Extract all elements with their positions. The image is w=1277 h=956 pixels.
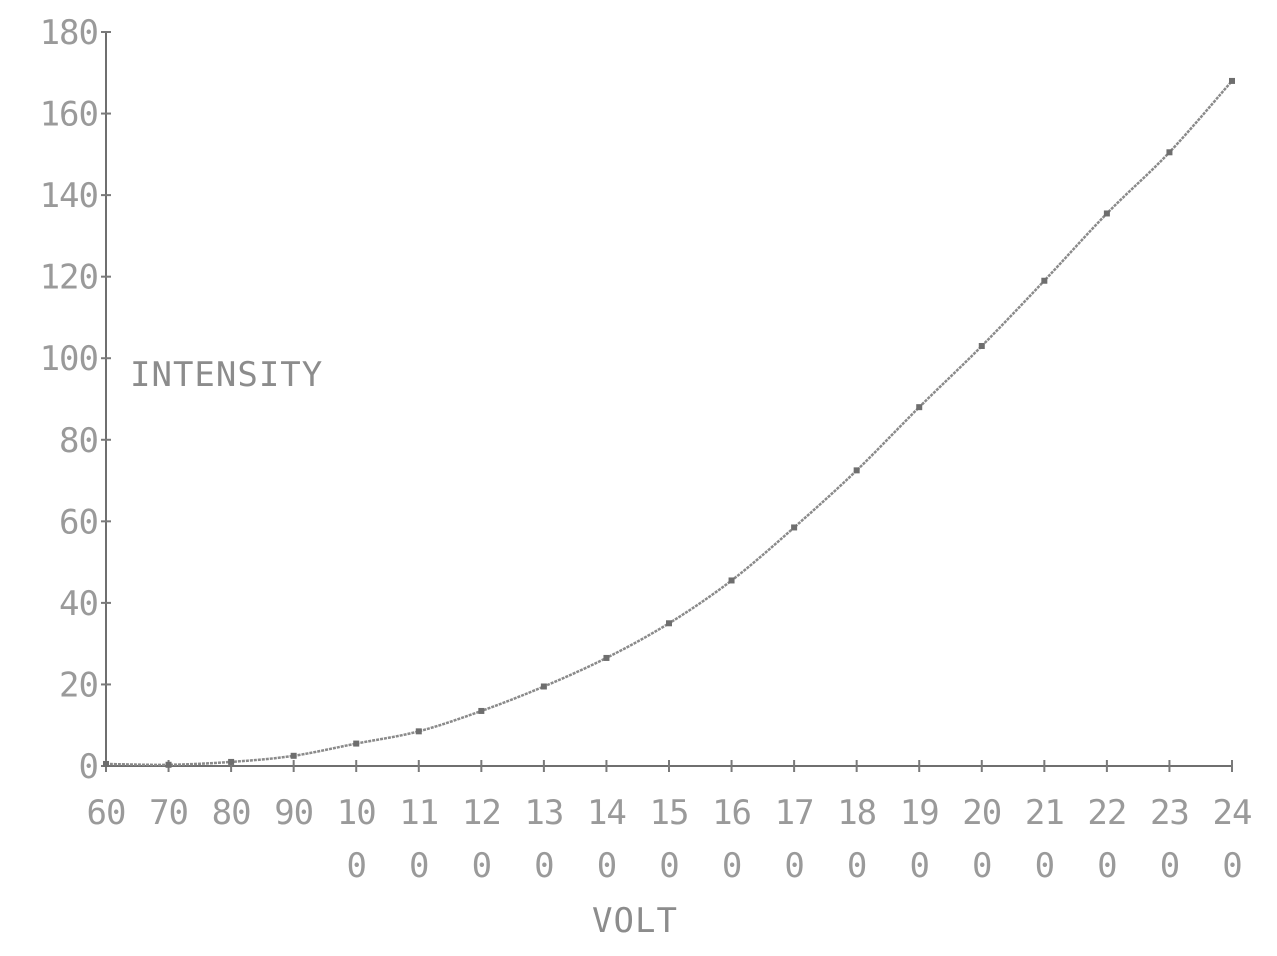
x-tick-label-second-line: 0 bbox=[659, 846, 678, 886]
y-tick-label: 20 bbox=[59, 665, 98, 705]
data-point bbox=[791, 524, 798, 531]
y-tick-label: 140 bbox=[40, 176, 98, 216]
data-point bbox=[165, 761, 172, 768]
x-tick-label: 21 bbox=[1025, 793, 1064, 833]
x-tick-label: 80 bbox=[212, 793, 251, 833]
y-tick-label: 80 bbox=[59, 421, 98, 461]
x-tick-label-second-line: 0 bbox=[1035, 846, 1054, 886]
x-tick-label: 19 bbox=[900, 793, 939, 833]
x-tick-label: 24 bbox=[1213, 793, 1252, 833]
data-point bbox=[603, 654, 610, 661]
x-tick-label: 23 bbox=[1150, 793, 1189, 833]
data-point bbox=[1166, 149, 1173, 156]
x-tick-label: 10 bbox=[337, 793, 376, 833]
data-point bbox=[853, 467, 860, 474]
x-tick-label: 90 bbox=[274, 793, 313, 833]
y-tick-label: 120 bbox=[40, 258, 98, 298]
x-tick-label: 18 bbox=[837, 793, 876, 833]
data-point bbox=[353, 740, 360, 747]
x-tick-label-second-line: 0 bbox=[1222, 846, 1241, 886]
y-axis: 0 20 40 60 80 100 120 140 160 180 bbox=[40, 13, 111, 787]
data-point bbox=[103, 760, 109, 767]
x-tick-label: 22 bbox=[1087, 793, 1126, 833]
data-series bbox=[103, 77, 1235, 768]
x-tick-label: 20 bbox=[962, 793, 1001, 833]
x-tick-label: 17 bbox=[775, 793, 814, 833]
x-tick-label-second-line: 0 bbox=[1097, 846, 1116, 886]
data-point bbox=[290, 752, 297, 759]
x-tick-label: 70 bbox=[149, 793, 188, 833]
data-point bbox=[728, 577, 735, 584]
x-tick-label-second-line: 0 bbox=[597, 846, 616, 886]
x-tick-label: 16 bbox=[712, 793, 751, 833]
y-tick-label: 160 bbox=[40, 95, 98, 135]
x-tick-label-second-line: 0 bbox=[909, 846, 928, 886]
x-axis: 60 70 80 90 10011012013014015016017018019020… bbox=[87, 760, 1252, 886]
y-tick-label: 0 bbox=[79, 747, 98, 787]
x-tick-label-second-line: 0 bbox=[1160, 846, 1179, 886]
data-point bbox=[540, 683, 547, 690]
x-tick-label-second-line: 0 bbox=[534, 846, 553, 886]
x-tick-label-second-line: 0 bbox=[409, 846, 428, 886]
data-point bbox=[478, 707, 485, 714]
x-tick-label-second-line: 0 bbox=[472, 846, 491, 886]
x-tick-label: 14 bbox=[587, 793, 626, 833]
y-axis-title: INTENSITY bbox=[130, 355, 323, 395]
data-point bbox=[1229, 77, 1235, 84]
x-tick-label: 15 bbox=[650, 793, 689, 833]
y-tick-label: 40 bbox=[59, 584, 98, 624]
data-point bbox=[1103, 210, 1110, 217]
data-point bbox=[978, 342, 985, 349]
data-point bbox=[228, 758, 235, 765]
data-point bbox=[415, 728, 422, 735]
data-point bbox=[916, 404, 923, 411]
x-tick-label-second-line: 0 bbox=[972, 846, 991, 886]
x-tick-label-second-line: 0 bbox=[847, 846, 866, 886]
x-tick-label: 60 bbox=[87, 793, 126, 833]
x-tick-label: 13 bbox=[524, 793, 563, 833]
data-point bbox=[1041, 277, 1048, 284]
x-tick-label: 11 bbox=[399, 793, 438, 833]
x-tick-label-second-line: 0 bbox=[722, 846, 741, 886]
y-tick-label: 180 bbox=[40, 13, 98, 53]
x-tick-label-second-line: 0 bbox=[346, 846, 365, 886]
y-tick-label: 100 bbox=[40, 339, 98, 379]
series-line bbox=[105, 80, 1233, 767]
x-tick-label-second-line: 0 bbox=[784, 846, 803, 886]
data-point bbox=[666, 620, 672, 627]
x-axis-title: VOLT bbox=[592, 901, 678, 941]
y-tick-label: 60 bbox=[59, 502, 98, 542]
x-tick-label: 12 bbox=[462, 793, 501, 833]
